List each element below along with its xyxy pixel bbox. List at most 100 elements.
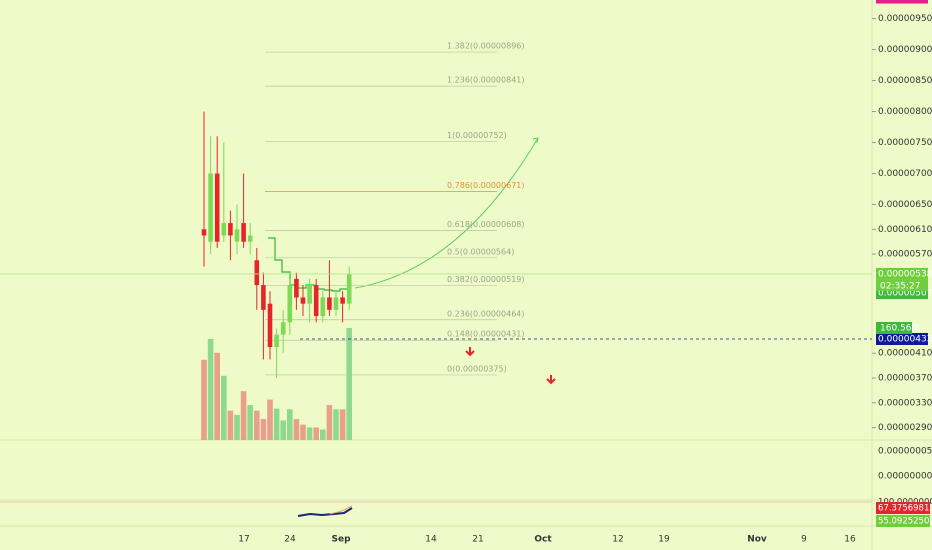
volume-bar bbox=[273, 408, 280, 440]
volume-bar bbox=[313, 427, 319, 440]
volume-bar bbox=[221, 375, 227, 440]
y-tick-label: 0.00000370 bbox=[878, 374, 932, 384]
rsi-label: 67.37569813 bbox=[878, 504, 932, 514]
volume-bar bbox=[300, 424, 306, 440]
candle-body bbox=[261, 285, 266, 310]
candle-body bbox=[228, 223, 233, 236]
candle-body bbox=[327, 297, 332, 310]
volume-bar bbox=[280, 420, 286, 440]
price-tag-label: 0.00000433 bbox=[878, 334, 932, 344]
x-tick-label: 16 bbox=[844, 535, 856, 545]
countdown: 02:35:27 bbox=[880, 281, 920, 291]
candle-body bbox=[300, 297, 306, 304]
rsi-tag bbox=[876, 502, 930, 514]
volume-bar bbox=[240, 391, 247, 440]
lower-pane-tick: 0.00000005 bbox=[878, 447, 932, 457]
x-tick-label: 17 bbox=[238, 535, 249, 545]
volume-bar bbox=[320, 429, 326, 440]
volume-tag-label: 160.56M bbox=[880, 324, 919, 334]
candle-body bbox=[214, 173, 220, 242]
x-tick-label: Nov bbox=[747, 535, 767, 545]
y-tick-label: 0.00000750 bbox=[878, 138, 932, 148]
y-tick-label: 0.00000410 bbox=[878, 349, 932, 359]
rsi-label: 55.09252502 bbox=[878, 517, 932, 527]
x-tick-label: 9 bbox=[801, 535, 807, 545]
x-tick-label: 21 bbox=[472, 535, 483, 545]
down-arrow bbox=[465, 347, 475, 357]
volume-bar bbox=[247, 405, 253, 440]
volume-bar bbox=[254, 410, 260, 440]
projection-arrowhead bbox=[532, 137, 539, 144]
fib-label: 0.5(0.00000564) bbox=[447, 247, 514, 256]
x-tick-label: Oct bbox=[534, 535, 552, 545]
candle-body bbox=[287, 285, 293, 323]
candle-body bbox=[320, 297, 326, 317]
y-tick-label: 0.00000700 bbox=[878, 169, 932, 179]
volume-bar bbox=[287, 409, 293, 440]
candle-body bbox=[267, 303, 273, 348]
candle-body bbox=[221, 223, 227, 236]
candle-body bbox=[241, 223, 246, 242]
fib-label: 1.382(0.00000896) bbox=[447, 42, 525, 51]
lower-pane-tick: 0.00000000 bbox=[878, 472, 932, 482]
y-tick-label: 0.00000850 bbox=[878, 76, 932, 86]
price-tag bbox=[876, 0, 928, 4]
volume-bar bbox=[346, 328, 352, 440]
volume-bar bbox=[293, 419, 300, 440]
candle-body bbox=[208, 173, 213, 242]
fib-label: 0.786(0.00000671) bbox=[447, 181, 525, 190]
volume-bar bbox=[306, 427, 313, 440]
candle-body bbox=[346, 273, 352, 304]
y-tick-label: 0.00000900 bbox=[878, 45, 932, 55]
candle-body bbox=[254, 260, 260, 286]
y-tick-label: 0.00000650 bbox=[878, 200, 932, 210]
volume-tag bbox=[876, 322, 912, 334]
fib-label: 1(0.00000752) bbox=[447, 131, 507, 140]
y-tick-label: 0.00000570 bbox=[878, 250, 932, 260]
rsi-line bbox=[297, 507, 353, 517]
candle-body bbox=[280, 322, 286, 335]
down-arrow bbox=[546, 375, 556, 385]
volume-bar bbox=[227, 410, 234, 440]
volume-bar bbox=[333, 409, 339, 440]
candle-body bbox=[274, 334, 279, 348]
volume-bar bbox=[207, 338, 214, 440]
volume-bar bbox=[260, 419, 267, 440]
y-tick-label: 0.00000330 bbox=[878, 398, 932, 408]
volume-bar bbox=[267, 399, 273, 440]
volume-bar bbox=[234, 414, 240, 440]
rsi-tag bbox=[876, 515, 930, 527]
volume-bar bbox=[214, 352, 220, 440]
candle-body bbox=[294, 278, 299, 298]
moving-average bbox=[268, 237, 350, 292]
candle-body bbox=[340, 297, 345, 304]
candle-body bbox=[247, 235, 253, 242]
projection-curve bbox=[354, 137, 539, 289]
price-tag-label: 0.00000984 bbox=[878, 0, 932, 3]
x-tick-label: 14 bbox=[425, 535, 437, 545]
y-tick-label: 0.00000800 bbox=[878, 107, 932, 117]
price-tag bbox=[876, 267, 928, 280]
x-tick-label: 24 bbox=[284, 535, 296, 545]
x-tick-label: Sep bbox=[331, 535, 351, 545]
candle-body bbox=[307, 285, 312, 304]
x-tick-label: 12 bbox=[612, 535, 623, 545]
candle-body bbox=[201, 229, 207, 236]
fib-label: 0(0.00000375) bbox=[447, 364, 507, 373]
y-tick-label: 0.00000950 bbox=[878, 14, 932, 24]
price-tag bbox=[876, 332, 928, 345]
candle-body bbox=[234, 229, 240, 242]
fib-label: 0.618(0.00000608) bbox=[447, 220, 525, 229]
volume-bar bbox=[326, 405, 333, 440]
countdown-tag bbox=[876, 279, 928, 291]
y-tick-label: 0.00000290 bbox=[878, 423, 932, 433]
fib-label: 0.236(0.00000464) bbox=[447, 309, 525, 318]
candle-body bbox=[313, 285, 319, 317]
x-tick-label: 19 bbox=[658, 535, 670, 545]
y-tick-label: 0.00000610 bbox=[878, 225, 932, 235]
price-tag-label: 0.00000538 bbox=[878, 269, 932, 279]
fib-label: 1.236(0.00000841) bbox=[447, 76, 525, 85]
